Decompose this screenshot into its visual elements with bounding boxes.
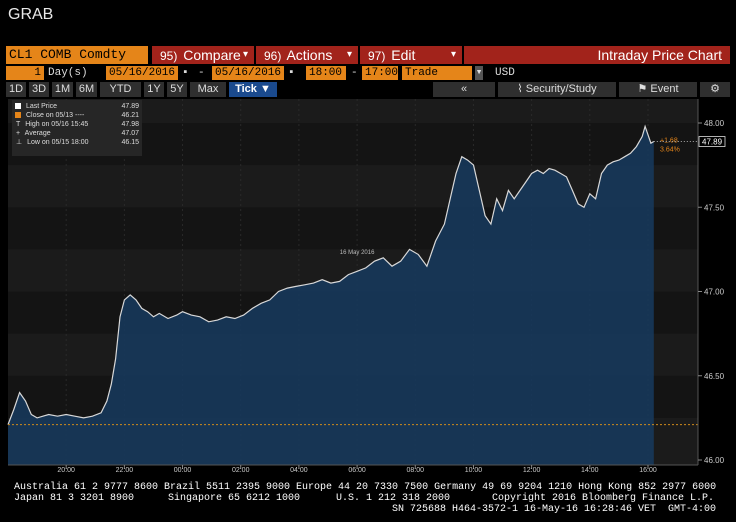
legend-average: + Average 47.07: [15, 129, 139, 138]
last-price-tag-text: 47.89: [702, 138, 723, 147]
period-1m-button[interactable]: 1M: [52, 82, 73, 97]
footer-contacts-japan: Japan 81 3 3201 8900: [14, 493, 135, 504]
event-button[interactable]: ⚑ Event: [619, 82, 697, 97]
x-tick-label: 08:00: [407, 467, 425, 474]
legend-average-value: 47.07: [121, 130, 139, 137]
chart-legend[interactable]: Last Price 47.89 Close on 05/13 ---- 46.…: [12, 100, 142, 156]
legend-low-label: Low on 05/15 18:00: [27, 139, 89, 146]
window-title: GRAB: [8, 6, 54, 23]
x-tick-label: 10:00: [465, 467, 483, 474]
footer-copyright: Copyright 2016 Bloomberg Finance L.P.: [492, 493, 715, 504]
date-separator: -: [198, 67, 205, 79]
chevron-down-icon: ▾: [346, 49, 352, 60]
chevron-down-icon: ▾: [450, 49, 456, 60]
x-tick-label: 20:00: [57, 467, 75, 474]
last-price-tag: [698, 136, 726, 147]
legend-low-value: 46.15: [121, 139, 139, 146]
legend-swatch-orange: [15, 112, 21, 119]
high-marker-icon: T: [16, 121, 21, 128]
price-area: [8, 126, 654, 466]
edit-label: Edit: [391, 47, 416, 63]
legend-high: T High on 05/16 15:45 47.98: [15, 120, 139, 129]
footer-contacts-singapore: Singapore 65 6212 1000: [168, 493, 301, 504]
average-marker-icon: +: [16, 130, 21, 137]
currency-label: USD: [495, 67, 515, 79]
period-count-field[interactable]: 1: [6, 66, 44, 80]
price-line: [7, 124, 655, 425]
y-tick-label: 47.00: [704, 288, 725, 297]
footer-contacts-line1: Australia 61 2 9777 8600 Brazil 5511 239…: [14, 482, 717, 493]
edit-button[interactable]: 97) Edit ▾: [360, 46, 462, 64]
end-date-field[interactable]: 05/16/2016: [212, 66, 284, 80]
x-axis-date-label: 16 May 2016: [340, 250, 375, 256]
legend-close-value: 46.21: [121, 112, 139, 119]
security-study-label: Security/Study: [525, 83, 597, 95]
security-study-button[interactable]: ⌇ Security/Study: [498, 82, 616, 97]
gear-icon[interactable]: ⚙: [700, 82, 730, 97]
period-ytd-button[interactable]: YTD: [100, 82, 141, 97]
period-5y-button[interactable]: 5Y: [167, 82, 187, 97]
actions-label: Actions: [286, 47, 333, 63]
command-bar: CL1 COMB Comdty 95) Compare ▾ 96) Action…: [6, 46, 730, 64]
chevron-down-icon: ▾: [242, 49, 248, 60]
time-separator: -: [351, 67, 358, 79]
x-tick-label: 04:00: [290, 467, 308, 474]
back-button[interactable]: «: [433, 82, 495, 97]
compare-label: Compare: [183, 47, 241, 63]
price-chart[interactable]: 48.00 47.50 47.00 46.50 46.00 20:00 22:00 00:0…: [0, 97, 736, 477]
security-field[interactable]: CL1 COMB Comdty: [6, 46, 148, 64]
end-time-field[interactable]: 17:00: [362, 66, 398, 80]
y-tick-label: 46.00: [704, 456, 725, 465]
actions-number: 96): [264, 49, 282, 63]
line-chart-icon: ⌇: [517, 83, 523, 95]
x-tick-label: 22:00: [116, 467, 134, 474]
footer-contacts-us: U.S. 1 212 318 2000: [336, 493, 451, 504]
period-1d-button[interactable]: 1D: [6, 82, 26, 97]
y-tick-label: 48.00: [704, 119, 725, 128]
event-label: Event: [650, 83, 679, 95]
legend-last-price: Last Price 47.89: [15, 102, 139, 111]
period-max-button[interactable]: Max: [190, 82, 226, 97]
x-tick-label: 02:00: [232, 467, 250, 474]
y-tick-label: 47.50: [704, 203, 725, 212]
legend-close: Close on 05/13 ---- 46.21: [15, 111, 139, 120]
period-unit-label[interactable]: Day(s): [48, 67, 88, 79]
tick-dropdown[interactable]: Tick ▼: [229, 82, 277, 97]
market-select[interactable]: Trade: [402, 66, 472, 80]
legend-swatch-white: [15, 103, 21, 110]
legend-average-label: Average: [24, 130, 51, 137]
x-tick-label: 12:00: [523, 467, 541, 474]
x-tick-label: 00:00: [174, 467, 192, 474]
legend-last-price-label: Last Price: [25, 103, 58, 110]
x-tick-label: 06:00: [348, 467, 366, 474]
price-change-pct-text: 3.64%: [660, 147, 680, 154]
market-dropdown-icon[interactable]: ▾: [475, 66, 483, 80]
legend-last-price-value: 47.89: [121, 103, 139, 110]
compare-number: 95): [160, 49, 178, 63]
period-1y-button[interactable]: 1Y: [144, 82, 164, 97]
legend-close-label: Close on 05/13 ----: [25, 112, 85, 119]
actions-button[interactable]: 96) Actions ▾: [256, 46, 358, 64]
start-date-field[interactable]: 05/16/2016: [106, 66, 178, 80]
y-tick-label: 46.50: [704, 372, 725, 381]
toolbar-spacer: [280, 82, 430, 97]
period-3d-button[interactable]: 3D: [29, 82, 49, 97]
calendar-icon[interactable]: ▪: [182, 67, 189, 79]
chart-toolbar: 1D 3D 1M 6M YTD 1Y 5Y Max Tick ▼ « ⌇ Sec…: [6, 82, 730, 97]
x-tick-label: 16:00: [639, 467, 657, 474]
compare-button[interactable]: 95) Compare ▾: [152, 46, 254, 64]
x-tick-label: 14:00: [581, 467, 599, 474]
legend-high-value: 47.98: [121, 121, 139, 128]
period-6m-button[interactable]: 6M: [76, 82, 97, 97]
start-time-field[interactable]: 18:00: [306, 66, 346, 80]
edit-number: 97): [368, 49, 386, 63]
low-marker-icon: ⊥: [16, 139, 23, 146]
footer-session-info: SN 725688 H464-3572-1 16-May-16 16:28:46…: [392, 504, 717, 515]
legend-high-label: High on 05/16 15:45: [25, 121, 89, 128]
legend-low: ⊥ Low on 05/15 18:00 46.15: [15, 138, 139, 147]
view-title: Intraday Price Chart: [464, 46, 730, 64]
flag-icon: ⚑: [637, 83, 648, 95]
calendar-icon[interactable]: ▪: [288, 67, 295, 79]
